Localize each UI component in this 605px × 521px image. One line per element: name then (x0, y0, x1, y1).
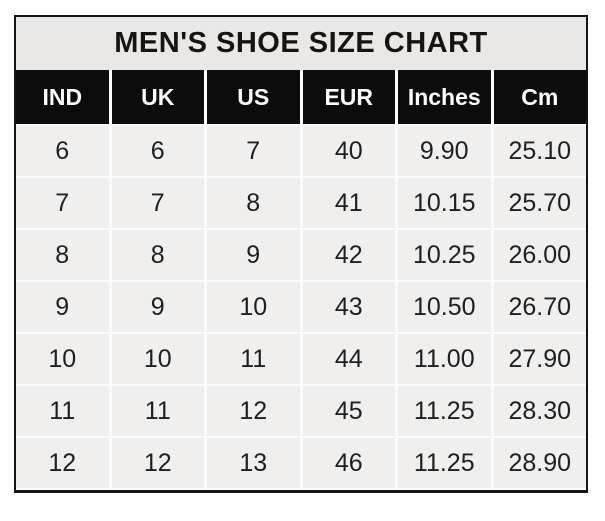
column-header-eur: EUR (302, 70, 395, 124)
table-row: 10 10 11 44 11.00 27.90 (16, 334, 586, 384)
table-cell: 41 (302, 178, 395, 228)
table-cell: 8 (207, 178, 300, 228)
table-cell: 40 (302, 126, 395, 176)
table-cell: 10 (16, 334, 109, 384)
column-header-uk: UK (111, 70, 204, 124)
table-cell: 46 (302, 438, 395, 488)
column-header-ind: IND (16, 70, 109, 124)
table-cell: 12 (207, 386, 300, 436)
column-header-inches: Inches (398, 70, 491, 124)
table-cell: 10.15 (398, 178, 491, 228)
table-cell: 7 (111, 178, 204, 228)
table-cell: 11 (207, 334, 300, 384)
table-cell: 26.00 (493, 230, 586, 280)
table-cell: 6 (111, 126, 204, 176)
table-cell: 7 (207, 126, 300, 176)
table-cell: 28.30 (493, 386, 586, 436)
table-cell: 8 (111, 230, 204, 280)
table-cell: 42 (302, 230, 395, 280)
table-cell: 28.90 (493, 438, 586, 488)
table-row: 8 8 9 42 10.25 26.00 (16, 230, 586, 280)
table-cell: 43 (302, 282, 395, 332)
page-title: MEN'S SHOE SIZE CHART (16, 17, 586, 70)
table-cell: 12 (16, 438, 109, 488)
table-cell: 11.25 (398, 386, 491, 436)
size-chart-table: MEN'S SHOE SIZE CHART IND UK US EUR Inch… (14, 15, 588, 493)
table-header-row: IND UK US EUR Inches Cm (16, 70, 586, 124)
table-cell: 8 (16, 230, 109, 280)
table-cell: 25.70 (493, 178, 586, 228)
table-cell: 13 (207, 438, 300, 488)
table-cell: 9.90 (398, 126, 491, 176)
table-cell: 7 (16, 178, 109, 228)
table-cell: 27.90 (493, 334, 586, 384)
table-row: 9 9 10 43 10.50 26.70 (16, 282, 586, 332)
table-row: 7 7 8 41 10.15 25.70 (16, 178, 586, 228)
column-header-cm: Cm (493, 70, 586, 124)
table-cell: 11 (111, 386, 204, 436)
table-cell: 10 (207, 282, 300, 332)
table-cell: 9 (16, 282, 109, 332)
table-cell: 9 (111, 282, 204, 332)
table-cell: 10.25 (398, 230, 491, 280)
table-cell: 44 (302, 334, 395, 384)
table-cell: 11.00 (398, 334, 491, 384)
table-cell: 26.70 (493, 282, 586, 332)
table-row: 6 6 7 40 9.90 25.10 (16, 126, 586, 176)
table-cell: 9 (207, 230, 300, 280)
table-cell: 11.25 (398, 438, 491, 488)
table-cell: 10.50 (398, 282, 491, 332)
table-row: 12 12 13 46 11.25 28.90 (16, 438, 586, 488)
table-cell: 11 (16, 386, 109, 436)
table-cell: 45 (302, 386, 395, 436)
table-cell: 25.10 (493, 126, 586, 176)
table-cell: 10 (111, 334, 204, 384)
column-header-us: US (207, 70, 300, 124)
table-cell: 12 (111, 438, 204, 488)
table-row: 11 11 12 45 11.25 28.30 (16, 386, 586, 436)
table-cell: 6 (16, 126, 109, 176)
